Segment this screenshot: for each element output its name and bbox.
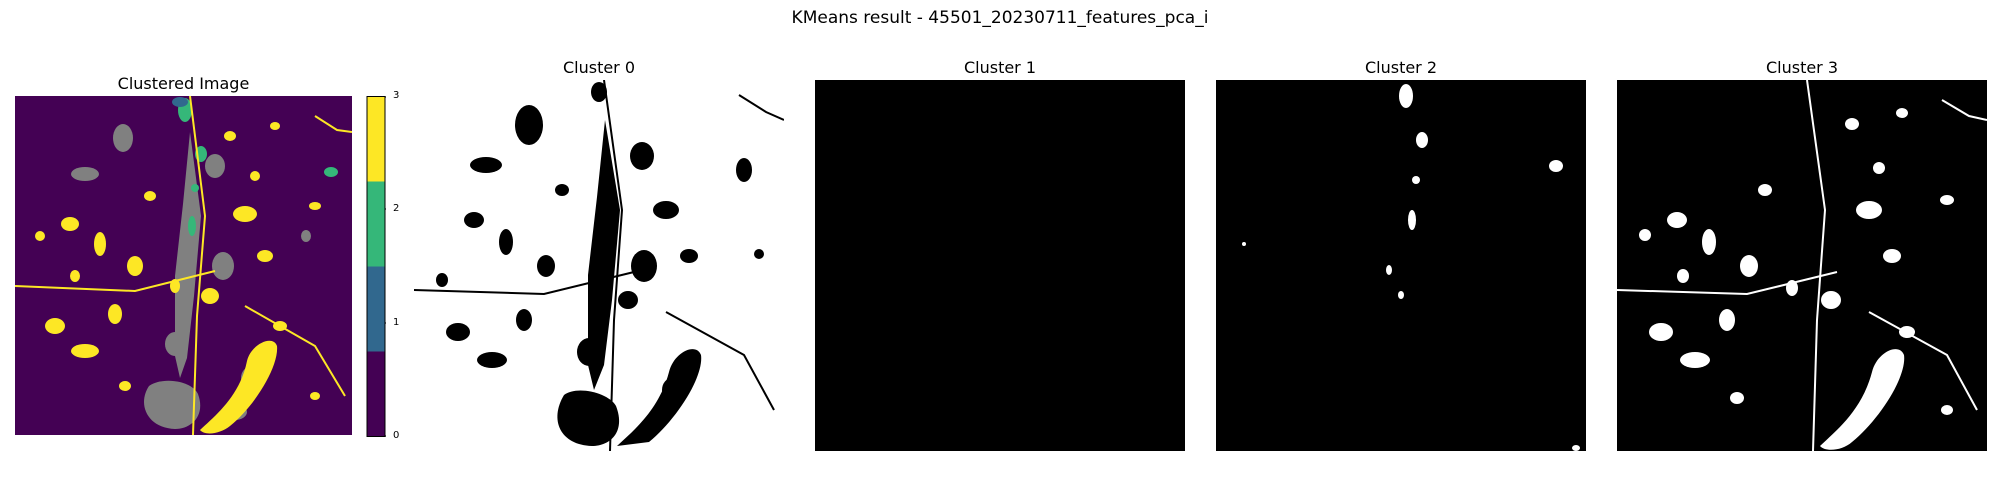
colorbar-frame [366,96,386,437]
cluster-3-foreground-regions [1639,108,1954,450]
clustered-image [15,96,352,435]
cluster-0-title: Cluster 0 [562,58,636,77]
cluster-1-mask [815,80,1185,451]
colorbar-tick-2: 2 [393,203,400,214]
colorbar-tick-1: 1 [393,317,400,328]
cluster-1-regions [172,97,188,107]
cluster-3-regions [35,122,321,434]
cluster-3-background [1617,80,1987,451]
colorbar-segment-0 [367,351,385,437]
colorbar-tick-marks [385,96,386,437]
cluster-1-background [815,80,1185,451]
colorbar-tick-0: 0 [393,430,400,441]
cluster-3-streaks [1617,80,1987,451]
cluster-3-mask [1617,80,1987,451]
colorbar-tick-3: 3 [393,90,400,101]
cluster-2-title: Cluster 2 [1364,58,1438,77]
colorbar-segment-3 [367,96,385,182]
cluster-3-streaks [15,96,352,435]
cluster-0-streaks [414,80,784,451]
cluster-0-background-regions [436,82,764,446]
masked-regions [71,124,311,429]
colorbar-segment-2 [367,181,385,267]
cluster-2-foreground-regions [1242,84,1580,451]
cluster-3-title: Cluster 3 [1765,58,1839,77]
cluster-1-title: Cluster 1 [963,58,1037,77]
colorbar-segment-1 [367,266,385,352]
colorbar [366,96,386,437]
cluster-2-background [1216,80,1586,451]
figure-title: KMeans result - 45501_20230711_features_… [791,8,1209,28]
cluster-0-mask [414,80,784,451]
cluster-2-mask [1216,80,1586,451]
clustered-image-title: Clustered Image [117,74,250,93]
